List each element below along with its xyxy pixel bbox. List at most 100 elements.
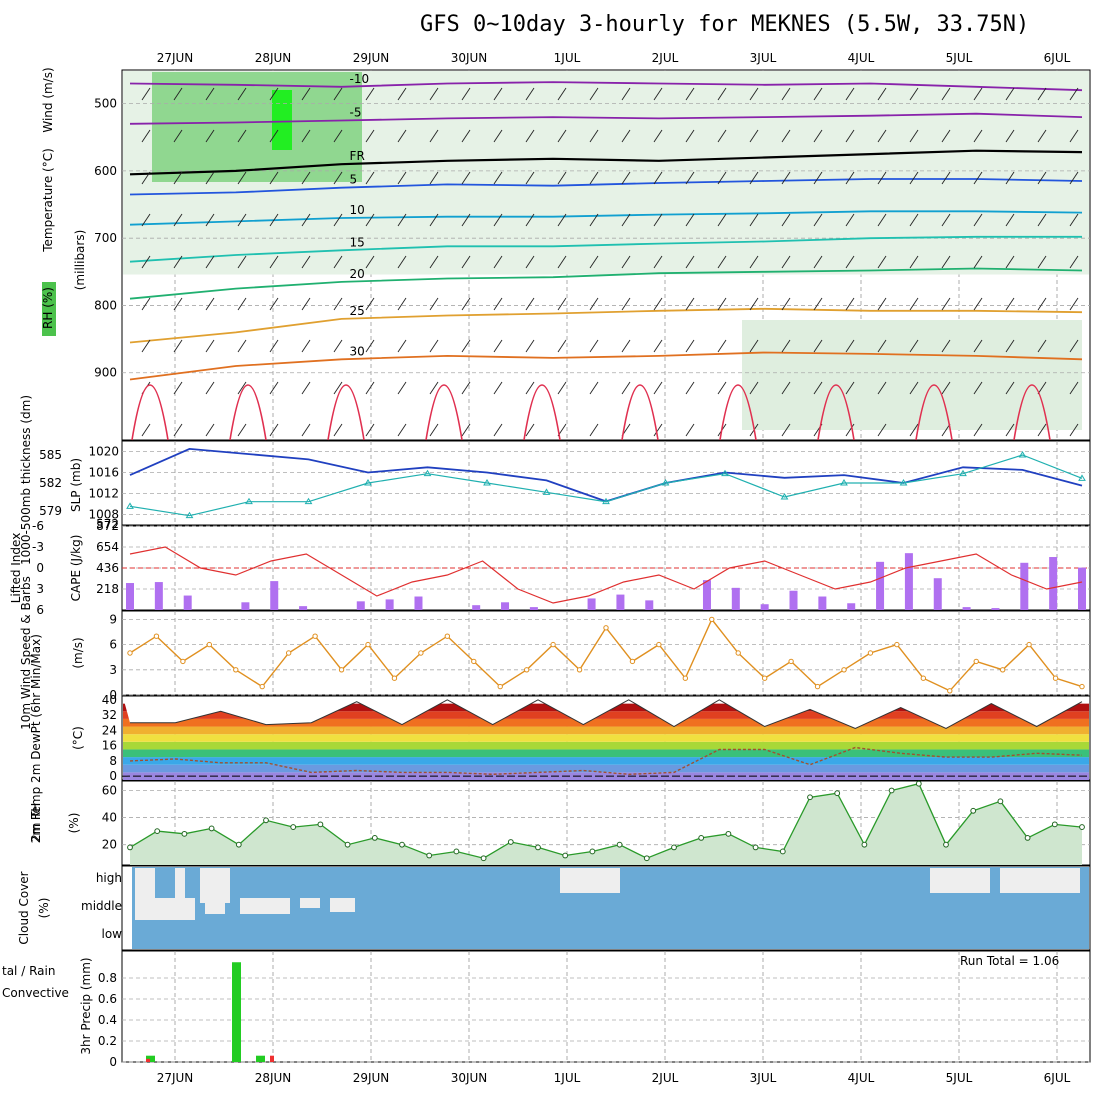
isotherm-10	[129, 210, 1083, 226]
wind-barb	[717, 339, 727, 353]
cape-bar	[154, 582, 163, 610]
cloud-block-high	[590, 868, 620, 893]
wind-barb	[781, 423, 791, 437]
wind-barb	[557, 381, 567, 395]
thickness-marker	[661, 479, 670, 486]
wind-barb	[717, 381, 727, 395]
rh-area	[130, 783, 1082, 865]
wind-barb	[333, 129, 343, 143]
panel-frame-xs	[121, 69, 1091, 441]
wind-barb	[781, 339, 791, 353]
rh-legend-swatch	[42, 282, 56, 336]
wind-barb	[813, 129, 823, 143]
rh-marker	[453, 848, 460, 855]
wind-barb	[269, 255, 279, 269]
wind-barb	[1037, 339, 1047, 353]
wind-barb	[301, 339, 311, 353]
wind-barb	[1069, 213, 1079, 227]
temp-axis-label: Temperature (°C)	[41, 148, 55, 253]
wind-barb	[493, 129, 503, 143]
rh-marker	[507, 839, 514, 845]
wind-barb	[621, 339, 631, 353]
wind-barb	[173, 297, 183, 311]
cape-bar	[991, 608, 1000, 610]
slp-tick-label: 1016	[88, 466, 119, 480]
li-tick-label: 3	[36, 582, 44, 596]
li-tick-label: -6	[32, 519, 44, 533]
cloud-block-high	[1000, 868, 1050, 893]
thickness-marker	[126, 502, 134, 509]
wind-speed-marker	[312, 633, 318, 639]
wind-barb	[621, 297, 631, 311]
temp-band	[123, 734, 1089, 742]
wind-barb	[333, 171, 343, 185]
wind-barb	[749, 213, 759, 227]
wind-barb	[941, 255, 951, 269]
wind-barb	[557, 87, 567, 101]
slp-axis-label: SLP (mb)	[69, 458, 83, 512]
wind-barb	[493, 297, 503, 311]
wind-speed-marker	[365, 641, 371, 648]
top-date-label: 30JUN	[451, 51, 488, 65]
wind-barb	[813, 381, 823, 395]
wind-barb	[685, 87, 695, 101]
wind-barb	[461, 87, 471, 101]
wind-speed-marker	[1079, 683, 1085, 690]
wind-barb	[525, 213, 535, 227]
temp-tick-label: 16	[102, 739, 117, 753]
isotherm-label: -10	[350, 72, 370, 86]
wind-barb	[525, 255, 535, 269]
cape-bar	[270, 581, 279, 610]
wind-barb	[589, 87, 599, 101]
wind-barb	[653, 213, 663, 227]
precip-total-bar	[256, 1055, 265, 1062]
thickness-tick-label: 582	[39, 476, 62, 490]
wind-barb	[845, 171, 855, 185]
rh-marker	[317, 821, 324, 828]
rh2m-unit-label: (%)	[67, 813, 81, 834]
rh-tick-label: 40	[102, 811, 117, 825]
rh-marker	[888, 787, 895, 794]
isotherm-label: 20	[350, 267, 365, 281]
wind-barb	[237, 213, 247, 227]
wind-barb	[717, 129, 727, 143]
wind-barb	[589, 255, 599, 269]
wind-barb	[429, 213, 439, 227]
wind-barb	[173, 339, 183, 353]
rh-marker	[154, 828, 161, 835]
wind10-unit-label: (m/s)	[71, 637, 85, 668]
isotherm-label: 30	[350, 344, 365, 358]
wind-barb	[749, 297, 759, 311]
top-date-label: 6JUL	[1044, 51, 1071, 65]
cloud-block-middle	[205, 898, 225, 914]
wind-barb	[1069, 297, 1079, 311]
slp-tick-label: 1012	[88, 487, 119, 501]
isotherm-label: FR	[350, 149, 365, 163]
panel-frame-slp	[121, 440, 1091, 526]
wind-barb	[493, 423, 503, 437]
wind-barb	[621, 255, 631, 269]
thickness-line	[129, 454, 1083, 517]
wind-barb	[141, 423, 151, 437]
wind-barb	[941, 87, 951, 101]
top-date-label: 4JUL	[848, 51, 875, 65]
isotherm-label: 25	[350, 304, 365, 318]
bottom-date-label: 6JUL	[1044, 1071, 1071, 1085]
wind-barb	[365, 213, 375, 227]
cloud-block-high	[200, 868, 230, 903]
wind-barb	[1005, 339, 1015, 353]
bottom-date-label: 4JUL	[848, 1071, 875, 1085]
wind-speed-marker	[788, 658, 794, 665]
wind-barb	[301, 213, 311, 227]
wind-barb	[493, 381, 503, 395]
wind-barb	[845, 381, 855, 395]
precip-tick-label: 0.2	[98, 1034, 117, 1048]
surface-heat-contour	[1013, 384, 1051, 441]
rh-marker	[643, 855, 650, 862]
isotherm-20	[129, 267, 1083, 300]
wind-barb	[429, 297, 439, 311]
wind-barb	[877, 339, 887, 353]
wind-barb	[941, 129, 951, 143]
top-date-label: 3JUL	[750, 51, 777, 65]
cloud-unit-label: (%)	[37, 898, 51, 919]
